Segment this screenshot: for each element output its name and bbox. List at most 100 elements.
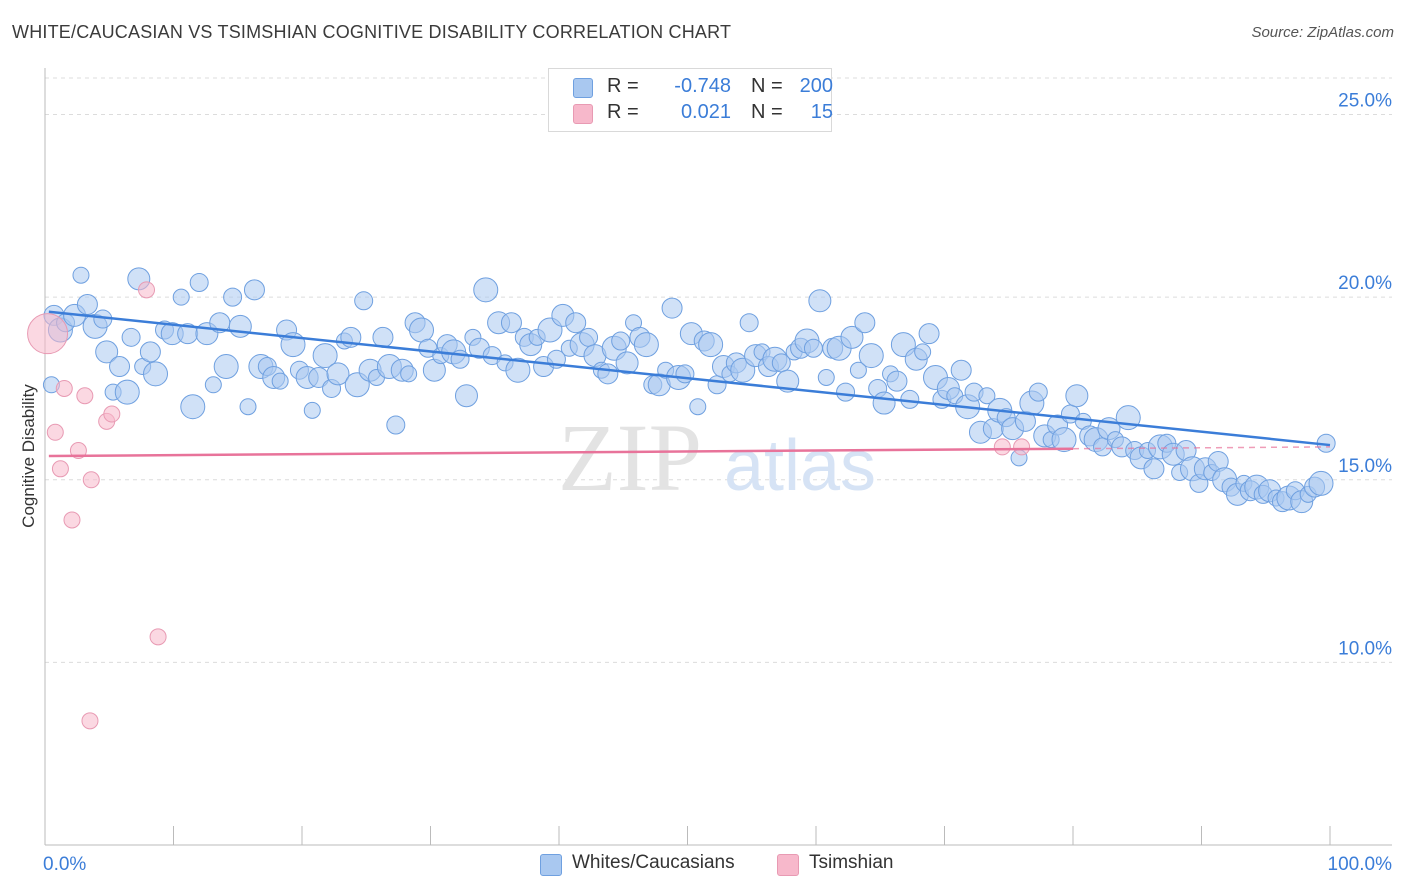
point-whites <box>454 384 478 408</box>
point-whites <box>918 323 940 345</box>
point-whites <box>271 372 289 390</box>
point-whites <box>172 288 190 306</box>
n-value: 200 <box>799 75 833 97</box>
point-whites <box>303 401 321 419</box>
point-whites <box>95 340 119 364</box>
r-label: R = <box>607 75 639 97</box>
legend-label-tsimshian: Tsimshian <box>809 852 894 873</box>
x-tick-label: 0.0% <box>43 854 86 875</box>
point-tsimshian <box>63 511 81 529</box>
point-tsimshian <box>81 712 99 730</box>
series-tsimshian-points <box>27 281 1031 730</box>
x-tick-label: 100.0% <box>1328 854 1393 875</box>
legend-label-whites: Whites/Caucasians <box>572 852 735 873</box>
point-whites <box>204 376 222 394</box>
point-whites <box>565 312 587 334</box>
point-whites <box>597 363 619 385</box>
legend-swatch-whites <box>573 78 593 98</box>
point-whites <box>121 327 141 347</box>
y-tick-label: 25.0% <box>1338 91 1392 112</box>
point-whites <box>900 389 920 409</box>
trend-lines <box>48 310 1331 458</box>
legend-swatch-tsimshian <box>777 854 799 876</box>
point-whites <box>139 341 161 363</box>
point-tsimshian <box>27 313 69 355</box>
point-whites <box>611 331 631 351</box>
point-tsimshian <box>82 471 100 489</box>
point-tsimshian <box>103 405 121 423</box>
legend-swatch-whites <box>540 854 562 876</box>
point-whites <box>689 398 707 416</box>
point-tsimshian <box>993 438 1011 456</box>
n-value: 15 <box>810 101 833 123</box>
point-whites <box>776 369 800 393</box>
point-whites <box>189 273 209 293</box>
point-whites <box>400 365 418 383</box>
point-whites <box>473 277 499 303</box>
point-whites <box>950 359 972 381</box>
point-tsimshian <box>1013 438 1031 456</box>
y-tick-label: 20.0% <box>1338 273 1392 294</box>
point-whites <box>817 368 835 386</box>
y-tick-label: 10.0% <box>1338 638 1392 659</box>
trend-line-whites <box>48 310 1331 447</box>
watermark-atlas: atlas <box>724 426 876 506</box>
n-label: N = <box>751 75 783 97</box>
point-whites <box>143 361 169 387</box>
trend-line-tsimshian <box>48 447 1074 458</box>
watermark: ZIP atlas <box>558 404 876 511</box>
point-whites <box>739 313 759 333</box>
correlation-legend: R = -0.748 N = 200 R = 0.021 N = 15 <box>548 68 833 132</box>
point-whites <box>76 293 98 315</box>
point-whites <box>312 343 338 369</box>
series-legend: Whites/Caucasians Tsimshian <box>0 852 1406 878</box>
point-whites <box>386 415 406 435</box>
axes <box>44 68 1392 846</box>
point-whites <box>180 394 206 420</box>
point-whites <box>978 387 996 405</box>
point-whites <box>1028 382 1048 402</box>
point-whites <box>854 312 876 334</box>
point-whites <box>1143 458 1165 480</box>
r-label: R = <box>607 101 639 123</box>
r-value: 0.021 <box>680 101 731 123</box>
point-tsimshian <box>55 379 73 397</box>
chart-title: WHITE/CAUCASIAN VS TSIMSHIAN COGNITIVE D… <box>12 22 732 42</box>
point-whites <box>698 332 724 358</box>
point-tsimshian <box>76 387 94 405</box>
chart-source: Source: ZipAtlas.com <box>1251 24 1394 41</box>
point-tsimshian <box>138 281 156 299</box>
point-whites <box>213 354 239 380</box>
point-whites <box>840 325 864 349</box>
point-whites <box>579 327 599 347</box>
point-tsimshian <box>149 628 167 646</box>
point-whites <box>239 398 257 416</box>
point-whites <box>836 382 856 402</box>
point-whites <box>808 289 832 313</box>
point-whites <box>72 266 90 284</box>
point-whites <box>243 279 265 301</box>
point-whites <box>109 356 131 378</box>
n-label: N = <box>751 101 783 123</box>
point-whites <box>228 314 252 338</box>
point-whites <box>675 364 695 384</box>
point-whites <box>1065 384 1089 408</box>
point-whites <box>872 391 896 415</box>
point-whites <box>849 361 867 379</box>
y-axis-label: Cognitive Disability <box>19 384 38 528</box>
point-whites <box>114 379 140 405</box>
point-whites <box>326 362 350 386</box>
point-whites <box>633 332 659 358</box>
point-whites <box>1308 470 1334 496</box>
point-whites <box>223 287 243 307</box>
point-whites <box>354 291 374 311</box>
point-whites <box>372 326 394 348</box>
point-whites <box>500 312 522 334</box>
point-whites <box>615 351 639 375</box>
r-value: -0.748 <box>674 75 731 97</box>
y-tick-label: 15.0% <box>1338 456 1392 477</box>
point-tsimshian <box>46 423 64 441</box>
axis-labels: 10.0% 15.0% 20.0% 25.0% 0.0% 100.0% Cognitive … <box>19 91 1392 875</box>
watermark-zip: ZIP <box>558 404 702 511</box>
